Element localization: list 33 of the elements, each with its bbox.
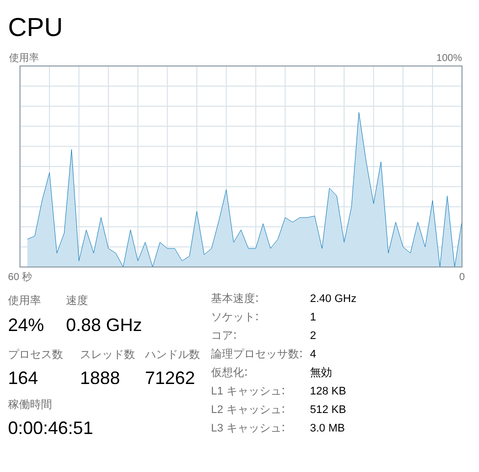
text: 2	[310, 330, 316, 342]
category-label: プロセス数	[8, 348, 63, 361]
text: 24%	[8, 315, 44, 335]
category-label: コア	[211, 330, 233, 342]
category-label: 基本速度	[211, 292, 255, 305]
text: 1888	[80, 368, 120, 388]
text: 0:00:46:51	[8, 418, 94, 438]
category-label: ソケット	[211, 312, 255, 324]
category-label: 稼働時間	[8, 398, 52, 411]
category-label: 仮想化	[211, 366, 244, 379]
category-label: 使用率	[8, 294, 41, 307]
text: 71262	[145, 368, 196, 388]
category-label: スレッド数	[80, 349, 135, 361]
text: 164	[8, 368, 38, 388]
x-tick-label: 0	[459, 272, 466, 283]
text: 1	[310, 312, 316, 324]
text: 2.40 GHz	[310, 293, 356, 305]
text: 128 KB	[310, 386, 346, 398]
text: 0.88 GHz	[66, 315, 142, 335]
category-label: 論理プロセッサ数	[211, 348, 299, 360]
category-label: L2 キャッシュ	[211, 404, 282, 416]
category-label: ハンドル数	[144, 349, 200, 361]
text: 3.0 MB	[310, 422, 345, 434]
text: 4	[310, 348, 316, 360]
text: 無効	[310, 367, 332, 379]
category-label: L1 キャッシュ	[211, 386, 282, 398]
y-axis-title: 使用率	[9, 52, 39, 64]
chart-title: CPU	[8, 12, 63, 42]
category-label: 速度	[66, 294, 88, 307]
text: 512 KB	[310, 404, 346, 416]
text: 100%	[436, 53, 462, 64]
x-tick-label: 60 秒	[8, 271, 32, 283]
category-label: L3 キャッシュ	[211, 422, 282, 434]
